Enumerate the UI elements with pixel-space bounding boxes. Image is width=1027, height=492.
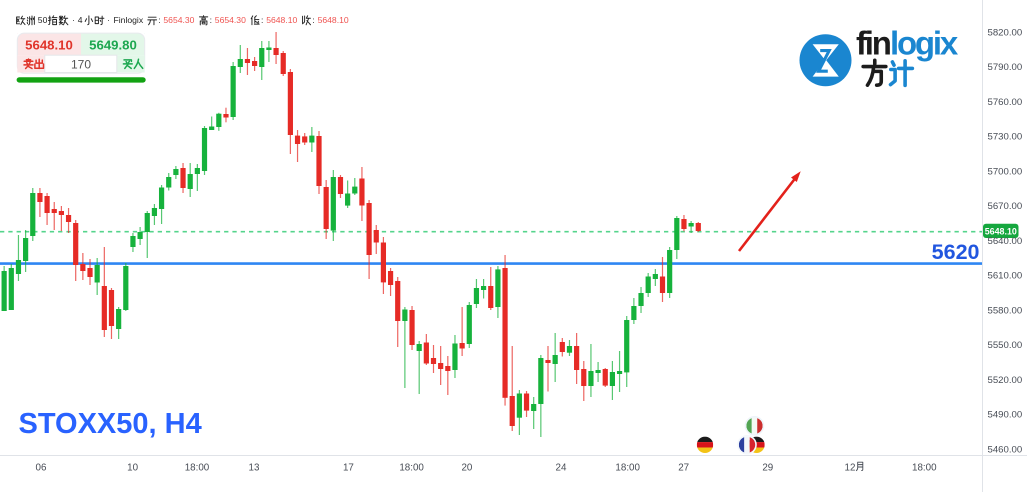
svg-text:17: 17 [343,462,354,473]
svg-text:5648.10: 5648.10 [25,38,73,53]
svg-text:·: · [72,15,75,25]
svg-text:13: 13 [249,462,260,473]
svg-text:170: 170 [71,57,91,71]
svg-text:·: · [107,15,110,25]
svg-text:STOXX50, H4: STOXX50, H4 [19,408,202,440]
svg-text:5550.00: 5550.00 [988,340,1023,351]
svg-text:fin: fin [856,25,891,62]
svg-text:5640.00: 5640.00 [988,236,1023,247]
svg-text:18:00: 18:00 [615,462,640,473]
svg-text::: : [210,15,212,25]
svg-text:5649.80: 5649.80 [89,38,137,53]
svg-text:24: 24 [556,462,567,473]
svg-text:5648.10: 5648.10 [985,226,1017,236]
svg-text:5760.00: 5760.00 [988,97,1023,108]
svg-text:5654.30: 5654.30 [163,15,194,25]
svg-text:5820.00: 5820.00 [988,27,1023,38]
svg-text:27: 27 [678,462,689,473]
svg-text:5790.00: 5790.00 [988,62,1023,73]
svg-text:5460.00: 5460.00 [988,444,1023,455]
svg-text:5670.00: 5670.00 [988,201,1023,212]
svg-text:5520.00: 5520.00 [988,375,1023,386]
svg-text:5610.00: 5610.00 [988,271,1023,282]
svg-text:12: 12 [845,462,856,473]
svg-text:5654.30: 5654.30 [215,15,246,25]
svg-text:20: 20 [461,462,472,473]
svg-text:5490.00: 5490.00 [988,410,1023,421]
svg-text:Finlogix: Finlogix [114,15,144,25]
svg-text:10: 10 [127,462,138,473]
svg-text:logix: logix [890,25,959,62]
svg-text:18:00: 18:00 [185,462,210,473]
svg-text:5620: 5620 [932,240,980,264]
svg-text:5648.10: 5648.10 [266,15,297,25]
svg-text:4: 4 [78,15,83,25]
svg-text:5730.00: 5730.00 [988,132,1023,143]
svg-text:18:00: 18:00 [912,462,937,473]
svg-text:18:00: 18:00 [399,462,424,473]
svg-text:5580.00: 5580.00 [988,305,1023,316]
svg-text::: : [261,15,263,25]
svg-text:50: 50 [38,15,48,25]
svg-text:06: 06 [36,462,47,473]
svg-text:29: 29 [762,462,773,473]
svg-text::: : [312,15,314,25]
svg-text:5700.00: 5700.00 [988,166,1023,177]
svg-text::: : [158,15,160,25]
svg-text:5648.10: 5648.10 [318,15,349,25]
